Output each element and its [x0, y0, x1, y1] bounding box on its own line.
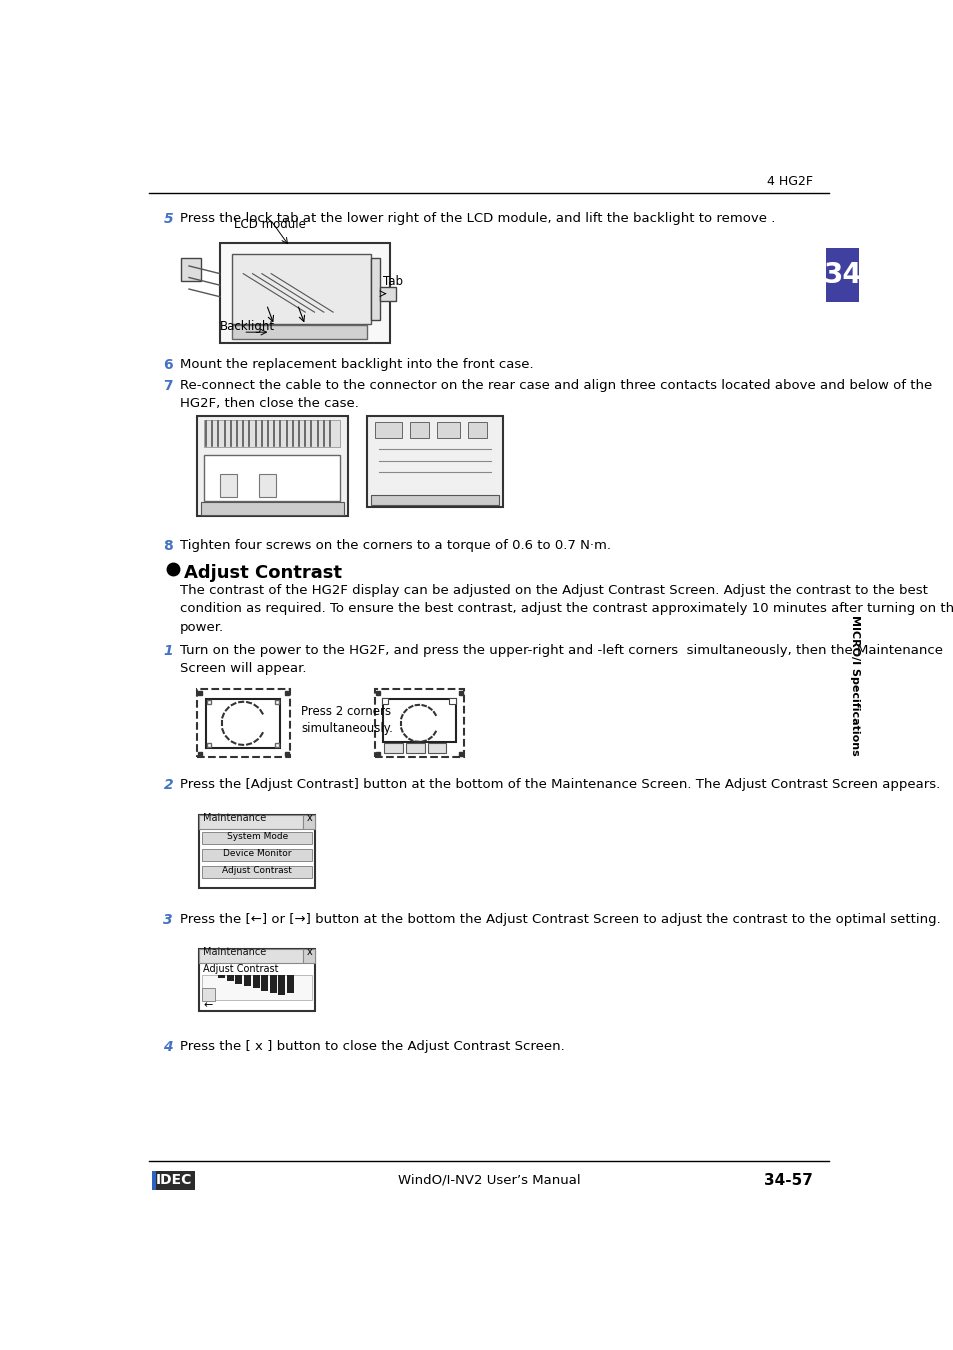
Text: 5: 5 — [163, 212, 172, 225]
Text: Tab: Tab — [382, 275, 402, 288]
Text: Maintenance: Maintenance — [203, 948, 266, 957]
Bar — [384, 744, 402, 753]
Bar — [449, 698, 456, 705]
Bar — [202, 975, 312, 1000]
Text: Tighten four screws on the corners to a torque of 0.6 to 0.7 N·m.: Tighten four screws on the corners to a … — [179, 539, 610, 552]
Bar — [196, 416, 348, 516]
Text: 4 HG2F: 4 HG2F — [766, 174, 812, 188]
Bar — [410, 423, 429, 437]
Bar — [235, 975, 242, 984]
Bar — [199, 815, 315, 888]
Bar — [204, 420, 340, 447]
Bar — [202, 865, 312, 878]
Bar — [232, 325, 367, 339]
Text: 1: 1 — [163, 644, 172, 657]
Text: Press the lock tab at the lower right of the LCD module, and lift the backlight : Press the lock tab at the lower right of… — [179, 212, 774, 225]
Text: 4: 4 — [163, 1040, 172, 1054]
Text: 6: 6 — [163, 358, 172, 373]
Text: x: x — [306, 948, 312, 957]
Bar — [227, 975, 233, 981]
Bar — [152, 1172, 155, 1189]
Text: 3: 3 — [163, 913, 172, 926]
Text: 34-57: 34-57 — [763, 1173, 812, 1188]
Text: Adjust Contrast: Adjust Contrast — [203, 964, 278, 973]
Bar — [825, 248, 858, 302]
Bar — [253, 975, 259, 988]
Text: IDEC: IDEC — [155, 1173, 192, 1187]
Bar — [406, 744, 424, 753]
Text: WindO/I-NV2 User’s Manual: WindO/I-NV2 User’s Manual — [397, 1173, 579, 1187]
Text: Adjust Contrast: Adjust Contrast — [222, 865, 292, 875]
Bar — [375, 690, 464, 757]
Bar — [468, 423, 487, 437]
Bar — [367, 416, 502, 508]
Bar — [232, 254, 371, 324]
Bar — [286, 975, 294, 992]
Text: Re-connect the cable to the connector on the rear case and align three contacts : Re-connect the cable to the connector on… — [179, 379, 931, 410]
Text: Device Monitor: Device Monitor — [223, 849, 292, 857]
Bar — [270, 975, 276, 992]
Text: x: x — [306, 814, 312, 824]
Bar — [381, 698, 388, 705]
Text: Turn on the power to the HG2F, and press the upper-right and -left corners  simu: Turn on the power to the HG2F, and press… — [179, 644, 942, 675]
Text: Press the [ x ] button to close the Adjust Contrast Screen.: Press the [ x ] button to close the Adju… — [179, 1040, 564, 1053]
Text: MICRO/I Specifications: MICRO/I Specifications — [850, 616, 860, 756]
Text: ←: ← — [204, 1000, 213, 1011]
Text: Press 2 corners
simultaneously.: Press 2 corners simultaneously. — [301, 705, 393, 734]
Text: Press the [Adjust Contrast] button at the bottom of the Maintenance Screen. The : Press the [Adjust Contrast] button at th… — [179, 778, 939, 791]
Bar — [196, 690, 290, 757]
Bar — [181, 258, 200, 281]
Bar — [303, 949, 315, 963]
Text: Maintenance: Maintenance — [203, 814, 266, 824]
Bar — [371, 258, 380, 320]
Text: 2: 2 — [163, 778, 172, 792]
Bar — [199, 815, 303, 829]
Bar — [202, 832, 312, 844]
Text: Press the [←] or [→] button at the bottom the Adjust Contrast Screen to adjust t: Press the [←] or [→] button at the botto… — [179, 913, 940, 926]
Bar — [382, 699, 456, 741]
Text: LCD module: LCD module — [234, 219, 306, 231]
Bar — [303, 815, 315, 829]
Bar — [220, 474, 236, 497]
Bar — [200, 502, 344, 514]
Bar — [218, 975, 225, 979]
Bar — [380, 286, 395, 301]
Text: System Mode: System Mode — [227, 832, 288, 841]
Bar — [258, 474, 275, 497]
Bar — [202, 849, 312, 861]
Bar — [199, 949, 315, 1011]
Text: 34: 34 — [822, 261, 861, 289]
Bar — [371, 494, 498, 505]
Text: Adjust Contrast: Adjust Contrast — [184, 564, 342, 582]
Bar — [436, 423, 459, 437]
Bar — [375, 423, 402, 437]
Text: Mount the replacement backlight into the front case.: Mount the replacement backlight into the… — [179, 358, 533, 371]
Text: The contrast of the HG2F display can be adjusted on the Adjust Contrast Screen. : The contrast of the HG2F display can be … — [179, 585, 953, 634]
Text: 7: 7 — [163, 379, 172, 393]
Bar — [199, 949, 303, 963]
Bar — [220, 243, 390, 343]
Bar — [427, 744, 446, 753]
Bar — [261, 975, 268, 991]
Bar — [152, 1172, 195, 1189]
Bar — [244, 975, 251, 985]
Text: Backlight: Backlight — [219, 320, 274, 333]
Bar — [206, 699, 280, 748]
Bar — [278, 975, 285, 995]
Bar — [204, 455, 340, 501]
Bar — [202, 988, 214, 1000]
Text: 8: 8 — [163, 539, 173, 553]
